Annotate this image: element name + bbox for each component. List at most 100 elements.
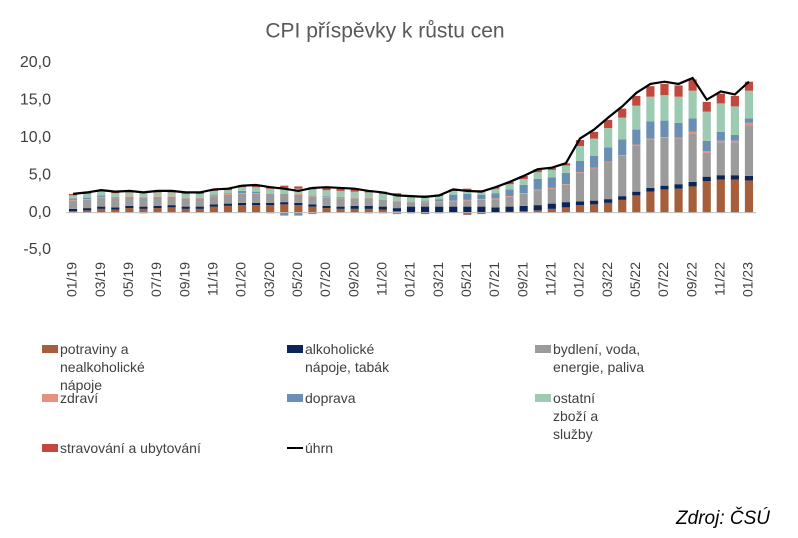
- bar-segment: [420, 202, 430, 207]
- legend-label: potraviny a nealkoholické nápoje: [60, 341, 145, 393]
- bar-segment: [83, 193, 92, 198]
- y-tick-label: 0,0: [29, 204, 51, 221]
- bar-segment: [237, 205, 247, 213]
- bar-segment: [350, 191, 359, 198]
- x-tick-label: 11/20: [374, 262, 390, 296]
- bar-segment: [252, 205, 261, 213]
- y-tick-label: 15,0: [20, 92, 51, 109]
- bar-segment: [674, 122, 683, 138]
- bar-segment: [730, 142, 739, 176]
- bar-segment: [533, 172, 542, 179]
- bar-segment: [491, 199, 500, 208]
- bar-segment: [575, 201, 585, 206]
- bar-segment: [716, 179, 725, 213]
- bar-segment: [575, 172, 585, 202]
- line: [72, 76, 750, 198]
- bar-segment: [604, 162, 613, 200]
- bar-segment: [406, 206, 416, 213]
- bar-segment: [547, 177, 556, 188]
- bar-segment: [618, 108, 627, 118]
- bar-segment: [505, 206, 514, 212]
- bar-segment: [195, 206, 204, 209]
- bar-segment: [364, 192, 373, 198]
- bar-segment: [463, 188, 472, 191]
- x-tick-label: 07/20: [317, 262, 333, 297]
- bar-segment: [547, 169, 556, 178]
- legend-swatch: [42, 345, 58, 353]
- bar-segment: [153, 208, 162, 213]
- bar-segment: [632, 145, 641, 192]
- bar-segment: [378, 209, 387, 213]
- bar-segment: [660, 137, 669, 138]
- bar-segment: [744, 122, 754, 126]
- bar-segment: [744, 118, 754, 123]
- bar-segment: [153, 192, 162, 197]
- x-tick-label: 05/20: [289, 262, 305, 297]
- bar-segment: [618, 139, 627, 156]
- bar-segment: [181, 206, 190, 209]
- bar-segment: [111, 197, 120, 199]
- bar-segment: [744, 90, 754, 119]
- y-tick-label: 20,0: [20, 54, 51, 71]
- legend-swatch: [535, 394, 551, 402]
- bar-segment: [491, 193, 500, 199]
- bar-segment: [68, 199, 78, 201]
- bar-segment: [153, 196, 162, 197]
- bar-segment: [237, 202, 247, 206]
- bar-segment: [744, 180, 754, 213]
- bar-segment: [463, 190, 472, 194]
- bar-segment: [547, 203, 556, 209]
- bar-segment: [322, 208, 331, 213]
- bar-segment: [547, 167, 556, 170]
- bar-segment: [519, 178, 528, 185]
- bar-segment: [660, 83, 669, 96]
- bar-segment: [125, 205, 134, 209]
- bar-segment: [547, 208, 556, 213]
- bar-segment: [646, 139, 655, 188]
- bar-segment: [660, 137, 669, 186]
- bar-segment: [702, 140, 711, 152]
- bar-segment: [392, 208, 402, 212]
- bar-segment: [561, 202, 570, 208]
- bar-segment: [350, 198, 359, 206]
- bar-segment: [223, 205, 233, 213]
- bar-segment: [561, 184, 570, 203]
- bar-segment: [139, 206, 148, 209]
- bar-segment: [449, 200, 458, 202]
- bar-segment: [83, 199, 92, 209]
- bar-segment: [280, 202, 289, 205]
- bar-segment: [618, 155, 627, 156]
- bar-segment: [688, 118, 697, 132]
- bar-segment: [632, 191, 641, 196]
- y-tick-label: 10,0: [20, 129, 51, 146]
- chart: CPI příspěvky k růstu cen -5,0 0,0 5,0 10,0…: [20, 20, 756, 297]
- bar-segment: [716, 175, 725, 180]
- bar-segment: [604, 119, 613, 129]
- bar-segment: [125, 196, 134, 197]
- bar-segment: [237, 190, 247, 194]
- x-tick-label: 11/22: [711, 262, 727, 296]
- bar-segment: [674, 138, 683, 185]
- bar-segment: [125, 208, 134, 213]
- bar-segment: [252, 187, 261, 192]
- bar-segment: [392, 201, 402, 209]
- bar-segment: [167, 196, 176, 206]
- bar-segment: [308, 195, 317, 197]
- bar-segment: [561, 172, 570, 185]
- bar-segment: [575, 160, 585, 173]
- bar-segment: [688, 79, 697, 91]
- bar-segment: [68, 208, 78, 212]
- bar-segment: [280, 212, 289, 216]
- bar-segment: [688, 133, 697, 182]
- bar-segment: [223, 190, 233, 194]
- legend-item: bydlení, voda, energie, paliva: [535, 340, 678, 376]
- bar-segment: [477, 199, 486, 200]
- bar-segment: [364, 208, 373, 213]
- bar-segment: [632, 195, 641, 213]
- legend-swatch: [535, 345, 551, 353]
- bar-segment: [477, 194, 486, 200]
- bar-segment: [716, 93, 725, 104]
- bar-segment: [674, 137, 683, 139]
- bar-segment: [674, 96, 683, 123]
- bar-segment: [730, 179, 739, 213]
